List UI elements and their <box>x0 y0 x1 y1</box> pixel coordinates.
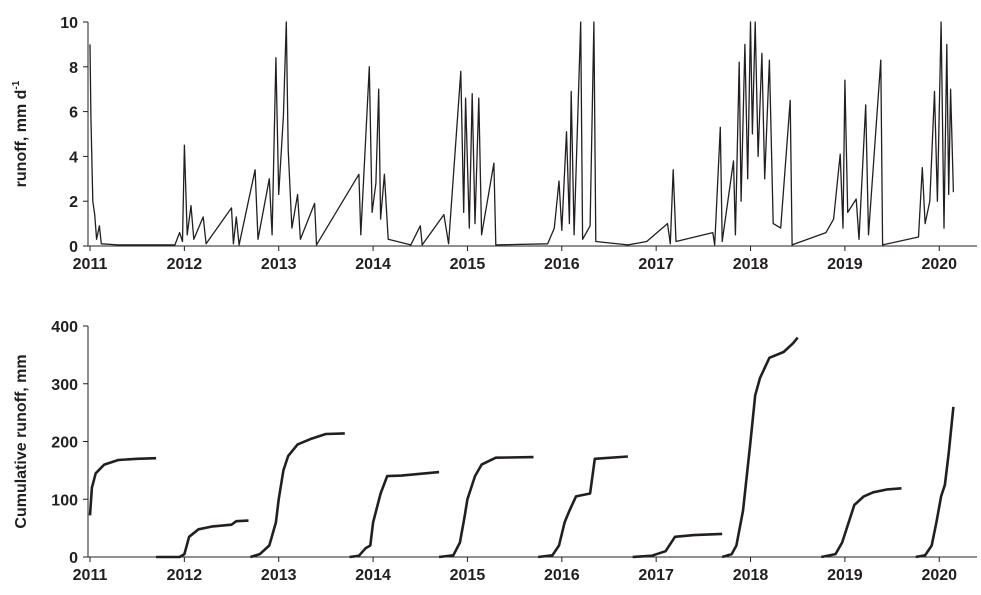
x-tick-label: 2014 <box>355 567 391 584</box>
x-tick-label: 2016 <box>544 567 580 584</box>
y-tick-label: 300 <box>51 377 78 394</box>
x-tick-label: 2011 <box>73 256 108 273</box>
x-tick-label: 2016 <box>544 256 580 273</box>
y-tick-label: 2 <box>69 194 78 211</box>
y-axis-label-sup: -1 <box>11 80 22 89</box>
data-line <box>88 336 955 559</box>
y-tick-label: 10 <box>60 15 78 32</box>
y-tick-label: 0 <box>69 239 78 256</box>
y-tick-label: 400 <box>51 319 78 336</box>
x-tick-label: 2012 <box>167 567 203 584</box>
y-tick-label: 4 <box>69 149 78 166</box>
x-tick-label: 2019 <box>827 567 863 584</box>
y-tick-label: 8 <box>69 60 78 77</box>
x-tick-label: 2014 <box>355 256 391 273</box>
y-tick-label: 0 <box>69 550 78 567</box>
y-tick-label: 100 <box>51 492 78 509</box>
y-axis-label-text: Cumulative runoff, mm <box>13 354 30 528</box>
y-axis-label: runoff, mm d-1 <box>11 80 30 187</box>
x-tick-label: 2020 <box>921 256 957 273</box>
x-tick-label: 2018 <box>733 567 769 584</box>
y-axis-label: Cumulative runoff, mm <box>13 354 30 528</box>
x-tick-label: 2015 <box>450 567 486 584</box>
x-tick-label: 2013 <box>261 256 297 273</box>
x-tick-label: 2019 <box>827 256 863 273</box>
x-tick-label: 2012 <box>167 256 203 273</box>
y-axis-label-text: runoff, mm d <box>13 90 30 188</box>
data-line <box>89 21 955 246</box>
x-tick-label: 2020 <box>921 567 957 584</box>
y-tick-label: 200 <box>51 435 78 452</box>
x-tick-label: 2015 <box>450 256 486 273</box>
x-tick-label: 2017 <box>638 256 674 273</box>
x-tick-label: 2011 <box>73 567 108 584</box>
x-tick-label: 2013 <box>261 567 297 584</box>
x-tick-label: 2017 <box>638 567 674 584</box>
x-tick-label: 2018 <box>733 256 769 273</box>
y-tick-label: 6 <box>69 105 78 122</box>
